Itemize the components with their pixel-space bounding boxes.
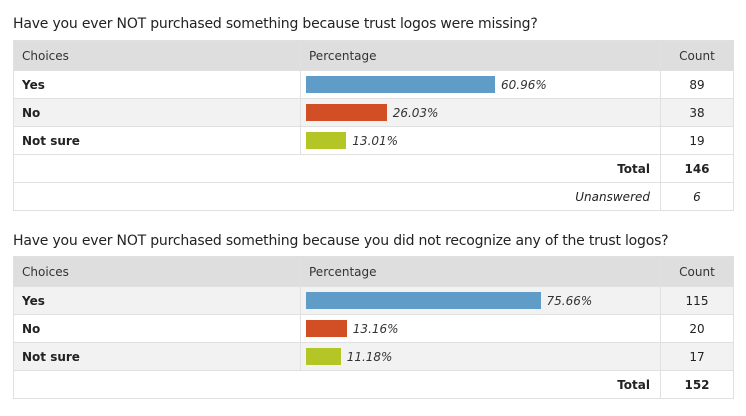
choice-label: Yes <box>13 70 301 99</box>
header-row: Choices Percentage Count <box>13 40 734 71</box>
header-count: Count <box>660 256 734 287</box>
percentage-bar <box>306 132 347 149</box>
total-label: Total <box>13 154 661 183</box>
header-row: Choices Percentage Count <box>13 256 734 287</box>
percentage-label: 13.16% <box>352 321 399 336</box>
choice-label: No <box>13 98 301 127</box>
percentage-cell: 26.03% <box>300 98 661 127</box>
percentage-label: 11.18% <box>346 349 393 364</box>
unanswered-row: Unanswered 6 <box>13 182 734 211</box>
choice-label: Yes <box>13 286 301 315</box>
percentage-bar <box>306 348 341 365</box>
percentage-cell: 13.16% <box>300 314 661 343</box>
table-row: Not sure 13.01% 19 <box>13 126 734 155</box>
total-value: 146 <box>660 154 734 183</box>
percentage-bar <box>306 320 347 337</box>
count-value: 17 <box>660 342 734 371</box>
percentage-label: 75.66% <box>546 293 593 308</box>
total-value: 152 <box>660 370 734 399</box>
unanswered-value: 6 <box>660 182 734 211</box>
header-choices: Choices <box>13 40 301 71</box>
percentage-cell: 60.96% <box>300 70 661 99</box>
question-title: Have you ever NOT purchased something be… <box>13 233 669 249</box>
header-percentage: Percentage <box>300 256 661 287</box>
table-row: No 26.03% 38 <box>13 98 734 127</box>
table-row: No 13.16% 20 <box>13 314 734 343</box>
percentage-bar <box>306 104 387 121</box>
results-table: Choices Percentage Count Yes 60.96% 89 N… <box>13 40 734 211</box>
percentage-bar <box>306 76 495 93</box>
percentage-label: 60.96% <box>501 77 547 92</box>
count-value: 115 <box>660 286 734 315</box>
header-choices: Choices <box>13 256 301 287</box>
header-percentage: Percentage <box>300 40 661 71</box>
percentage-bar <box>306 292 541 309</box>
percentage-cell: 13.01% <box>300 126 661 155</box>
count-value: 19 <box>660 126 734 155</box>
count-value: 38 <box>660 98 734 127</box>
question-title: Have you ever NOT purchased something be… <box>13 16 538 32</box>
total-row: Total 152 <box>13 370 734 399</box>
table-row: Not sure 11.18% 17 <box>13 342 734 371</box>
choice-label: Not sure <box>13 342 301 371</box>
total-row: Total 146 <box>13 154 734 183</box>
unanswered-label: Unanswered <box>13 182 661 211</box>
percentage-label: 13.01% <box>352 133 399 148</box>
results-table: Choices Percentage Count Yes 75.66% 115 … <box>13 256 734 399</box>
table-row: Yes 60.96% 89 <box>13 70 734 99</box>
table-row: Yes 75.66% 115 <box>13 286 734 315</box>
choice-label: Not sure <box>13 126 301 155</box>
header-count: Count <box>660 40 734 71</box>
count-value: 20 <box>660 314 734 343</box>
percentage-label: 26.03% <box>392 105 439 120</box>
count-value: 89 <box>660 70 734 99</box>
choice-label: No <box>13 314 301 343</box>
percentage-cell: 11.18% <box>300 342 661 371</box>
total-label: Total <box>13 370 661 399</box>
percentage-cell: 75.66% <box>300 286 661 315</box>
